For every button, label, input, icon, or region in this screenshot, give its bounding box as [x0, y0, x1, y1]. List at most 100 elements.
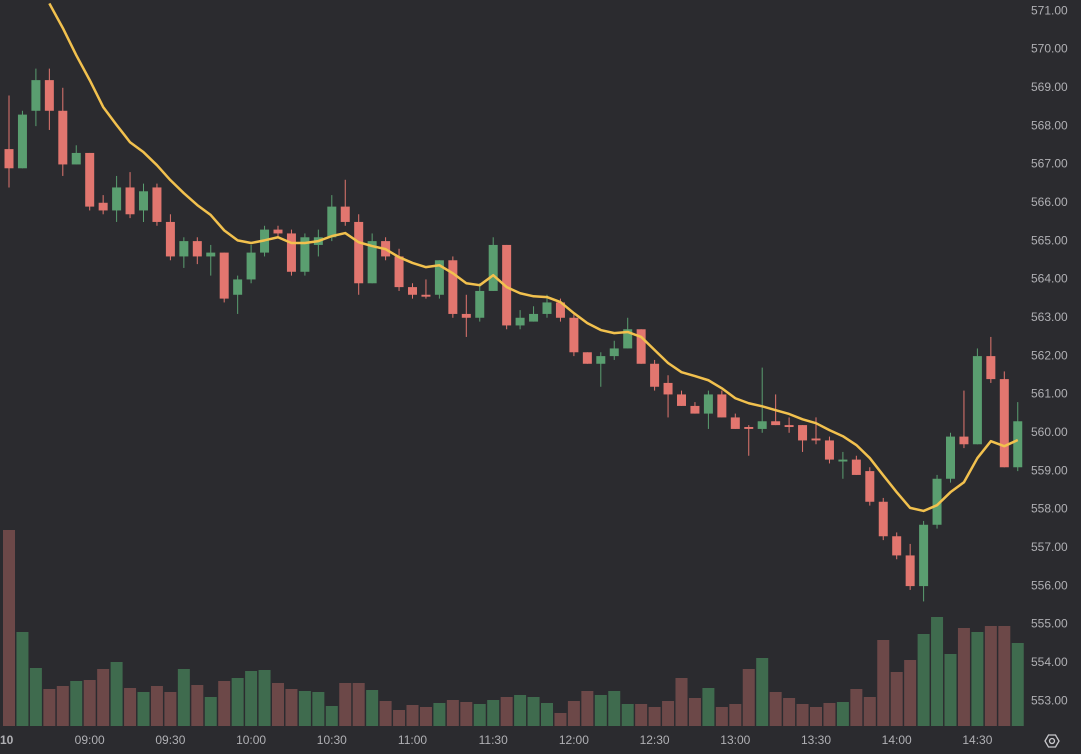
volume-bar [1011, 643, 1024, 726]
volume-bar [150, 686, 163, 726]
volume-bar [285, 689, 298, 726]
volume-bar [742, 669, 755, 726]
x-tick-label: 10:00 [236, 733, 266, 747]
volume-bar [783, 698, 796, 726]
volume-bar [298, 691, 311, 726]
y-tick-label: 570.00 [1031, 42, 1068, 56]
y-tick-label: 569.00 [1031, 80, 1068, 94]
volume-bar [850, 689, 863, 726]
candle-body [569, 317, 579, 353]
candle-body [286, 233, 296, 272]
settings-icon[interactable] [1044, 734, 1060, 748]
volume-bar [191, 685, 204, 726]
x-tick-label: 10 [0, 733, 14, 747]
volume-bar [688, 698, 701, 726]
volume-bar [984, 626, 997, 726]
volume-bar [957, 628, 970, 726]
candle-body [192, 241, 202, 257]
x-tick-label: 10:30 [317, 733, 347, 747]
candle-body [246, 252, 256, 280]
volume-bar [675, 678, 688, 726]
candle-body [179, 241, 189, 257]
x-tick-label: 09:00 [75, 733, 105, 747]
volume-bar [312, 692, 325, 726]
candle-body [206, 252, 216, 257]
candle-body [717, 394, 727, 418]
volume-bar [662, 701, 675, 726]
volume-bar [567, 701, 580, 726]
volume-bar [352, 683, 365, 726]
candle-body [623, 329, 633, 349]
volume-bar [446, 700, 459, 726]
candle-body [878, 501, 888, 537]
volume-bar [393, 710, 406, 726]
candle-body [367, 241, 377, 284]
x-tick-label: 12:30 [640, 733, 670, 747]
volume-bar [16, 632, 29, 726]
candle-body [125, 187, 135, 215]
x-tick-label: 13:00 [720, 733, 750, 747]
volume-bar [3, 530, 15, 726]
candle-body [44, 80, 54, 111]
candle-body [529, 313, 539, 322]
y-tick-label: 558.00 [1031, 502, 1068, 516]
candle-body [327, 206, 337, 238]
volume-bar [904, 660, 917, 726]
candle-body [851, 459, 861, 475]
volume-bar [514, 695, 527, 726]
volume-bar [729, 704, 742, 726]
volume-bar [473, 704, 486, 726]
volume-bar [796, 704, 809, 726]
volume-bar [258, 670, 271, 726]
candle-body [139, 191, 148, 211]
y-tick-label: 571.00 [1031, 3, 1068, 17]
candle-body [165, 221, 175, 257]
candle-body [4, 149, 14, 169]
candle-body [959, 436, 969, 445]
x-tick-label: 11:30 [479, 733, 508, 747]
candle-body [757, 421, 767, 429]
candle-body [824, 440, 834, 460]
volume-bar [756, 658, 769, 726]
x-tick-label: 13:30 [801, 733, 831, 747]
candle-body [555, 302, 565, 318]
candle-body [542, 302, 552, 314]
volume-bar [810, 707, 822, 726]
volume-bar [581, 691, 594, 726]
volume-bar [137, 692, 150, 726]
volume-bar [218, 681, 231, 726]
x-tick-label: 09:30 [155, 733, 185, 747]
candle-body [582, 352, 592, 364]
candle-body [300, 237, 310, 272]
volume-bar [890, 672, 903, 726]
candle-body [17, 114, 27, 169]
settings-dot [1048, 737, 1056, 745]
volume-bar [83, 680, 96, 726]
candle-body [1013, 421, 1023, 468]
volume-bar [460, 702, 473, 726]
volume-bar [366, 690, 379, 726]
volume-bar [608, 691, 621, 726]
y-tick-label: 559.00 [1031, 463, 1068, 477]
candle-body [919, 524, 929, 587]
moving-average-line [48, 2, 1019, 513]
volume-bar [43, 689, 56, 726]
volume-bar [29, 668, 42, 726]
candle-body [408, 287, 417, 295]
candle-body [744, 427, 754, 429]
x-tick-label: 14:30 [962, 733, 992, 747]
volume-bar [272, 683, 284, 726]
y-tick-label: 553.00 [1031, 693, 1068, 707]
volume-bar [487, 700, 500, 726]
y-tick-label: 554.00 [1031, 655, 1068, 669]
volume-bar [823, 703, 836, 726]
y-tick-label: 566.00 [1031, 195, 1068, 209]
volume-bar [500, 697, 513, 726]
candle-body [703, 394, 713, 414]
volume-bar [164, 692, 177, 726]
candle-body [771, 421, 781, 426]
candle-body [515, 317, 525, 326]
volume-bar [702, 688, 715, 726]
volume-bar [527, 697, 540, 726]
